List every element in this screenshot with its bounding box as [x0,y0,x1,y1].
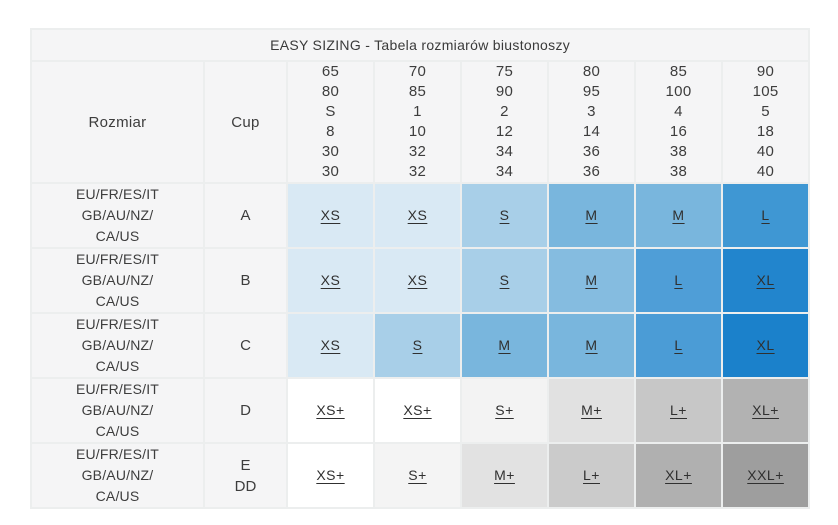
size-link[interactable]: S+ [408,466,427,483]
size-link[interactable]: M [585,206,598,223]
table-row-cup-c: EU/FR/ES/IT GB/AU/NZ/ CA/US C XS S M M L… [30,312,811,379]
band-column-header-2: 70 85 1 10 32 32 [373,60,462,184]
size-link[interactable]: M [498,336,511,353]
size-link[interactable]: L [674,336,683,353]
cup-value: E DD [203,442,288,509]
cup-value: B [203,247,288,314]
size-cell[interactable]: XS+ [286,377,375,444]
size-link[interactable]: M [585,271,598,288]
size-cell[interactable]: XS [286,312,375,379]
size-link[interactable]: S [412,336,423,353]
region-label: EU/FR/ES/IT GB/AU/NZ/ CA/US [30,312,205,379]
size-cell[interactable]: L [720,182,811,249]
region-label: EU/FR/ES/IT GB/AU/NZ/ CA/US [30,377,205,444]
size-cell[interactable]: M [460,312,549,379]
size-link[interactable]: M+ [581,401,602,418]
size-cell[interactable]: S [460,182,549,249]
size-cell[interactable]: M [634,182,723,249]
size-cell[interactable]: XS+ [373,377,462,444]
size-link[interactable]: XS [320,336,341,353]
table-row-cup-d: EU/FR/ES/IT GB/AU/NZ/ CA/US D XS+ XS+ S+… [30,377,811,444]
size-link[interactable]: XS [320,206,341,223]
cup-value: D [203,377,288,444]
size-cell[interactable]: L [634,247,723,314]
size-cell[interactable]: S+ [373,442,462,509]
size-cell[interactable]: XS+ [286,442,375,509]
size-link[interactable]: XL+ [665,466,692,483]
band-column-header-5: 85 100 4 16 38 38 [634,60,723,184]
size-link[interactable]: XS [407,206,428,223]
size-link[interactable]: S [499,271,510,288]
size-cell[interactable]: XL [720,247,811,314]
size-link[interactable]: S+ [495,401,514,418]
size-link[interactable]: XL [756,336,775,353]
size-link[interactable]: L [674,271,683,288]
column-header-rozmiar: Rozmiar [30,60,205,184]
size-cell[interactable]: XL [720,312,811,379]
size-link[interactable]: XL [756,271,775,288]
size-cell[interactable]: XXL+ [720,442,811,509]
size-cell[interactable]: XS [373,247,462,314]
table-title: EASY SIZING - Tabela rozmiarów biustonos… [29,28,811,62]
size-cell[interactable]: L+ [547,442,636,509]
size-link[interactable]: M [672,206,685,223]
size-cell[interactable]: XL+ [720,377,811,444]
size-cell[interactable]: XS [286,247,375,314]
size-cell[interactable]: M [547,247,636,314]
size-link[interactable]: L+ [583,466,600,483]
table-row-cup-a: EU/FR/ES/IT GB/AU/NZ/ CA/US A XS XS S M … [30,182,811,249]
size-link[interactable]: XXL+ [747,466,784,483]
size-link[interactable]: M [585,336,598,353]
size-cell[interactable]: XS [286,182,375,249]
size-link[interactable]: XS+ [316,466,345,483]
size-cell[interactable]: M [547,312,636,379]
header-row: Rozmiar Cup 65 80 S 8 30 30 70 85 1 10 3… [30,60,811,184]
size-link[interactable]: L+ [670,401,687,418]
size-cell[interactable]: XS [373,182,462,249]
cup-value: C [203,312,288,379]
size-cell[interactable]: S+ [460,377,549,444]
size-link[interactable]: M+ [494,466,515,483]
size-link[interactable]: XS [320,271,341,288]
title-row: EASY SIZING - Tabela rozmiarów biustonos… [29,28,811,62]
size-cell[interactable]: M+ [460,442,549,509]
band-column-header-1: 65 80 S 8 30 30 [286,60,375,184]
region-label: EU/FR/ES/IT GB/AU/NZ/ CA/US [30,182,205,249]
region-label: EU/FR/ES/IT GB/AU/NZ/ CA/US [30,247,205,314]
table-row-cup-b: EU/FR/ES/IT GB/AU/NZ/ CA/US B XS XS S M … [30,247,811,314]
band-column-header-4: 80 95 3 14 36 36 [547,60,636,184]
size-link[interactable]: L [761,206,770,223]
size-cell[interactable]: XL+ [634,442,723,509]
size-cell[interactable]: L+ [634,377,723,444]
size-link[interactable]: S [499,206,510,223]
size-cell[interactable]: L [634,312,723,379]
size-link[interactable]: XS+ [403,401,432,418]
size-cell[interactable]: S [460,247,549,314]
size-link[interactable]: XS [407,271,428,288]
size-link[interactable]: XL+ [752,401,779,418]
size-cell[interactable]: M+ [547,377,636,444]
cup-value: A [203,182,288,249]
band-column-header-3: 75 90 2 12 34 34 [460,60,549,184]
size-cell[interactable]: S [373,312,462,379]
table-row-cup-e-dd: EU/FR/ES/IT GB/AU/NZ/ CA/US E DD XS+ S+ … [30,442,811,509]
region-label: EU/FR/ES/IT GB/AU/NZ/ CA/US [30,442,205,509]
band-column-header-6: 90 105 5 18 40 40 [720,60,811,184]
bra-sizing-table: EASY SIZING - Tabela rozmiarów biustonos… [29,28,811,509]
size-link[interactable]: XS+ [316,401,345,418]
column-header-cup: Cup [203,60,288,184]
size-cell[interactable]: M [547,182,636,249]
